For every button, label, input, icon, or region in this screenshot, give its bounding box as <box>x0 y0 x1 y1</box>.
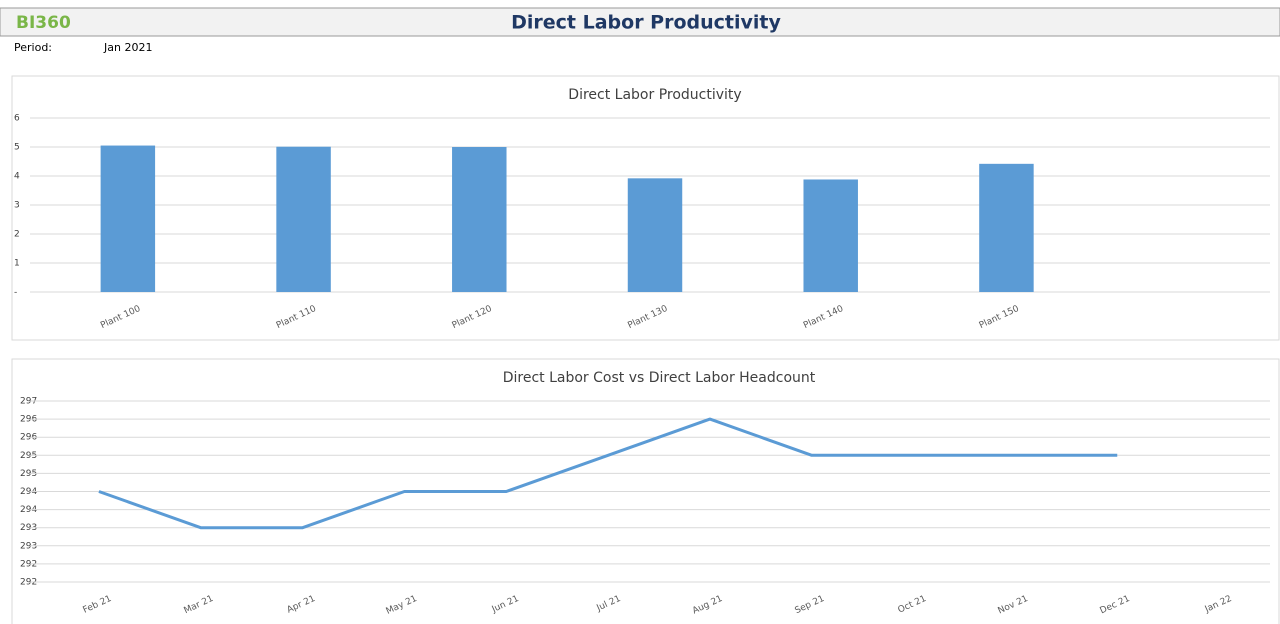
bar <box>452 147 507 292</box>
y-tick-label: 5 <box>14 143 20 153</box>
line-series <box>98 417 1118 530</box>
chart-title: Direct Labor Cost vs Direct Labor Headco… <box>503 370 816 386</box>
period-value: Jan 2021 <box>103 41 152 54</box>
y-tick-label: 293 <box>20 541 37 551</box>
y-tick-label: 292 <box>20 578 37 588</box>
page-title: Direct Labor Productivity <box>511 12 781 34</box>
y-tick-label: 296 <box>20 415 37 425</box>
y-tick-label: 297 <box>20 397 37 407</box>
header-bar <box>0 7 1280 37</box>
y-tick-label: 4 <box>14 172 20 182</box>
logo: BI360 <box>16 13 71 33</box>
bar <box>100 145 156 292</box>
y-tick-label: 3 <box>14 201 20 211</box>
bar <box>276 146 331 292</box>
y-tick-label: 2 <box>14 230 20 240</box>
bar <box>979 163 1034 292</box>
y-tick-label: 295 <box>20 469 37 479</box>
y-tick-label: 293 <box>20 523 37 533</box>
y-tick-label: 292 <box>20 559 37 569</box>
y-tick-label: 294 <box>20 487 37 497</box>
bar <box>627 178 683 292</box>
y-tick-label: 294 <box>20 505 37 515</box>
y-tick-label: - <box>14 288 17 298</box>
y-tick-label: 6 <box>14 114 20 124</box>
bar <box>803 179 858 292</box>
y-tick-label: 296 <box>20 433 37 443</box>
period-label: Period: <box>14 41 52 54</box>
y-tick-label: 295 <box>20 451 37 461</box>
chart-title: Direct Labor Productivity <box>568 87 741 103</box>
y-tick-label: 1 <box>14 259 20 269</box>
